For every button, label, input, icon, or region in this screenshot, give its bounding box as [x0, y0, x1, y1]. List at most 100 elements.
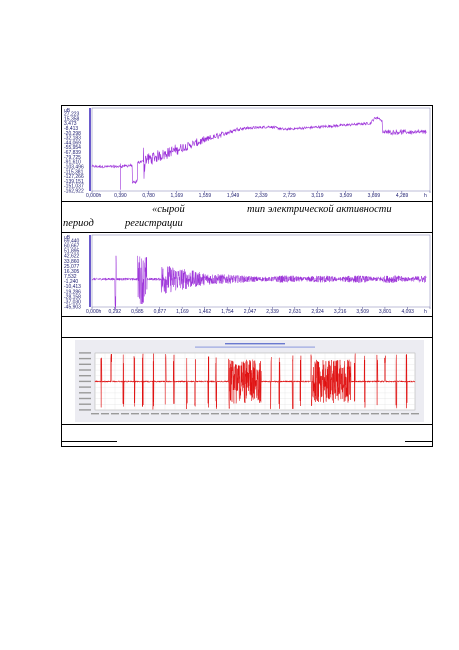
series-line [91, 116, 427, 184]
y-tick-label: 3,473 [64, 121, 77, 127]
x-tick-label: 1,754 [221, 309, 234, 315]
x-tick-label [291, 413, 299, 415]
y-tick-label: -8,413 [64, 126, 78, 132]
x-tick-label [261, 413, 269, 415]
x-tick-label: 3,216 [334, 309, 347, 315]
y-tick-label: 25,077 [64, 264, 80, 270]
x-tick-label [111, 413, 119, 415]
y-tick-label: -67,839 [64, 150, 81, 156]
x-tick-label [91, 413, 99, 415]
chart-2: uB69,44060,66751,89542,62233,86025,07716… [64, 234, 431, 315]
y-tick-label [79, 369, 91, 371]
caption-period: период [63, 218, 94, 229]
chart-3-panel [75, 340, 424, 422]
x-tick-label: 4,093 [401, 309, 414, 315]
x-tick-label: 2,631 [289, 309, 302, 315]
y-tick-label [79, 352, 91, 354]
y-tick-label [79, 357, 91, 360]
x-tick-label: h [424, 309, 427, 315]
footnote-line-left [61, 441, 117, 442]
y-tick-label: 15,358 [64, 116, 80, 122]
y-tick-label: -45,903 [64, 305, 81, 311]
x-tick-label: 2,339 [266, 309, 279, 315]
x-tick-label: 2,047 [244, 309, 257, 315]
x-tick-label [381, 413, 389, 415]
x-tick-label [311, 413, 319, 415]
caption-activity-type: тип электрической активности [247, 204, 392, 215]
x-tick-label: 4,289 [396, 193, 409, 199]
x-tick-label: 3,119 [311, 193, 323, 199]
series-line [91, 255, 427, 310]
y-tick-label [79, 375, 91, 377]
plot-area [91, 234, 431, 308]
x-tick-label: 1,169 [171, 193, 184, 199]
x-tick-label: 1,559 [199, 193, 212, 199]
x-tick-label [131, 413, 139, 415]
x-tick-label: 0,877 [154, 309, 167, 315]
y-tick-label: -55,954 [64, 145, 81, 151]
x-tick-label [341, 413, 349, 415]
row-divider-3 [61, 316, 433, 317]
x-tick-label [351, 413, 359, 415]
y-tick-label: 7,532 [64, 274, 77, 280]
x-tick-label: 2,339 [255, 193, 268, 199]
x-tick-label [181, 413, 189, 415]
x-tick-label [411, 413, 419, 415]
y-tick-label: -139,151 [64, 179, 84, 185]
x-tick-label: 0,000h [86, 309, 102, 315]
x-tick-label [241, 413, 249, 415]
x-tick-label [301, 413, 309, 415]
x-tick-label [281, 413, 289, 415]
y-tick-label: 33,860 [64, 259, 80, 265]
y-axis-bar [89, 235, 91, 307]
y-tick-label: -115,381 [64, 169, 84, 175]
y-tick-label: -10,413 [64, 284, 81, 290]
x-tick-label: 0,780 [142, 193, 155, 199]
x-tick-label [251, 413, 259, 415]
y-tick-label [79, 403, 91, 405]
x-tick-label [171, 413, 179, 415]
chart-3 [79, 343, 419, 415]
x-tick-label [211, 413, 219, 415]
y-tick-label: 16,305 [64, 269, 80, 275]
y-tick-label [79, 392, 91, 394]
y-tick-label: -28,158 [64, 294, 81, 300]
row-divider-4 [61, 337, 433, 338]
chart-1: uB27,22315,3583,473-8,413-20,298-32,183-… [64, 107, 431, 199]
x-tick-label: 0,390 [114, 193, 127, 199]
x-tick-label: 2,924 [311, 309, 324, 315]
x-tick-label [161, 413, 169, 415]
chart-2-panel: uB 69,440 60,667 51,895 42,622 33,860 25,077 16… [62, 233, 432, 315]
y-tick-label: -162,922 [64, 189, 84, 195]
y-tick-label [79, 397, 91, 400]
y-tick-label: -1,240 [64, 279, 78, 285]
x-tick-label [101, 413, 109, 415]
y-tick-label: -127,266 [64, 174, 84, 180]
x-tick-label: 3,509 [340, 193, 353, 199]
chart-title [225, 343, 285, 345]
chart-1-panel: uB 27,223 15,358 3,473 -8,413 -20,298 -32,183-… [62, 106, 432, 200]
y-tick-label: 51,895 [64, 249, 80, 255]
y-tick-label [79, 380, 91, 383]
x-tick-label: 1,169 [176, 309, 189, 315]
x-tick-label [191, 413, 199, 415]
footnote-line-right [405, 441, 433, 442]
series-line [94, 353, 416, 410]
x-tick-label: h [424, 193, 427, 199]
x-tick-label [331, 413, 339, 415]
y-tick-label: -44,069 [64, 140, 81, 146]
caption-raw: «сырой [152, 204, 185, 215]
y-axis-bar [89, 108, 91, 191]
chart-subtitle [195, 346, 315, 348]
y-tick-label [79, 386, 91, 388]
y-tick-label: -19,286 [64, 289, 81, 295]
x-tick-label [361, 413, 369, 415]
y-tick-label [79, 363, 91, 365]
x-tick-label: 3,899 [368, 193, 381, 199]
x-tick-label [231, 413, 239, 415]
y-tick-label: 42,622 [64, 254, 80, 260]
y-tick-label: -103,496 [64, 164, 84, 170]
y-tick-label [79, 409, 91, 411]
x-tick-label: 1,949 [227, 193, 240, 199]
x-tick-label: 3,509 [356, 309, 369, 315]
